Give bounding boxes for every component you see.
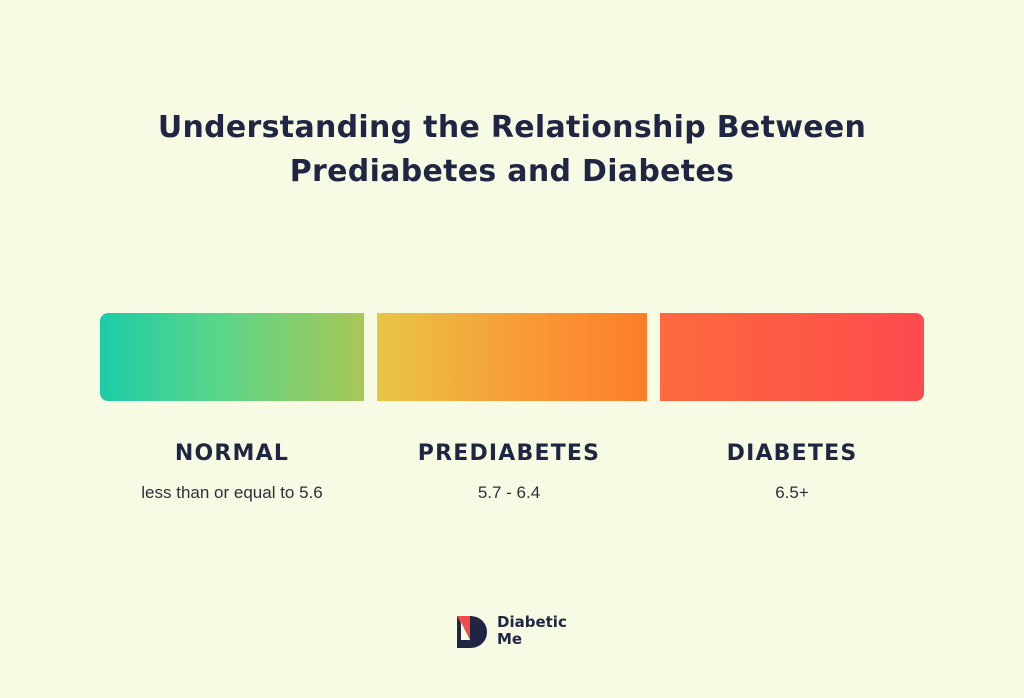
title-line-2: Prediabetes and Diabetes — [289, 154, 735, 189]
normal-label: NORMAL — [174, 441, 290, 466]
normal-range-text: less than or equal to 5.6 — [141, 483, 323, 502]
title-line-1: Understanding the Relationship Between — [157, 110, 867, 145]
logo-wordmark: Diabetic Me — [497, 614, 567, 648]
diabetes-range-bar — [660, 313, 924, 401]
prediabetes-range-text: 5.7 - 6.4 — [477, 483, 541, 502]
normal-range-bar — [100, 313, 364, 401]
page-title: Understanding the Relationship Between P… — [0, 106, 1024, 194]
logo-line-2: Me — [497, 630, 523, 648]
normal-category: NORMAL less than or equal to 5.6 — [82, 440, 382, 504]
diabetes-range-text: 6.5+ — [775, 483, 809, 502]
prediabetes-range-bar — [377, 313, 647, 401]
diabeticme-logo-icon — [457, 616, 487, 648]
brand-logo: Diabetic Me — [457, 614, 577, 650]
prediabetes-category: PREDIABETES 5.7 - 6.4 — [359, 440, 659, 504]
logo-line-1: Diabetic — [497, 613, 567, 631]
diabetes-category: DIABETES 6.5+ — [642, 440, 942, 504]
prediabetes-label: PREDIABETES — [417, 441, 601, 466]
diabetes-label: DIABETES — [726, 441, 858, 466]
